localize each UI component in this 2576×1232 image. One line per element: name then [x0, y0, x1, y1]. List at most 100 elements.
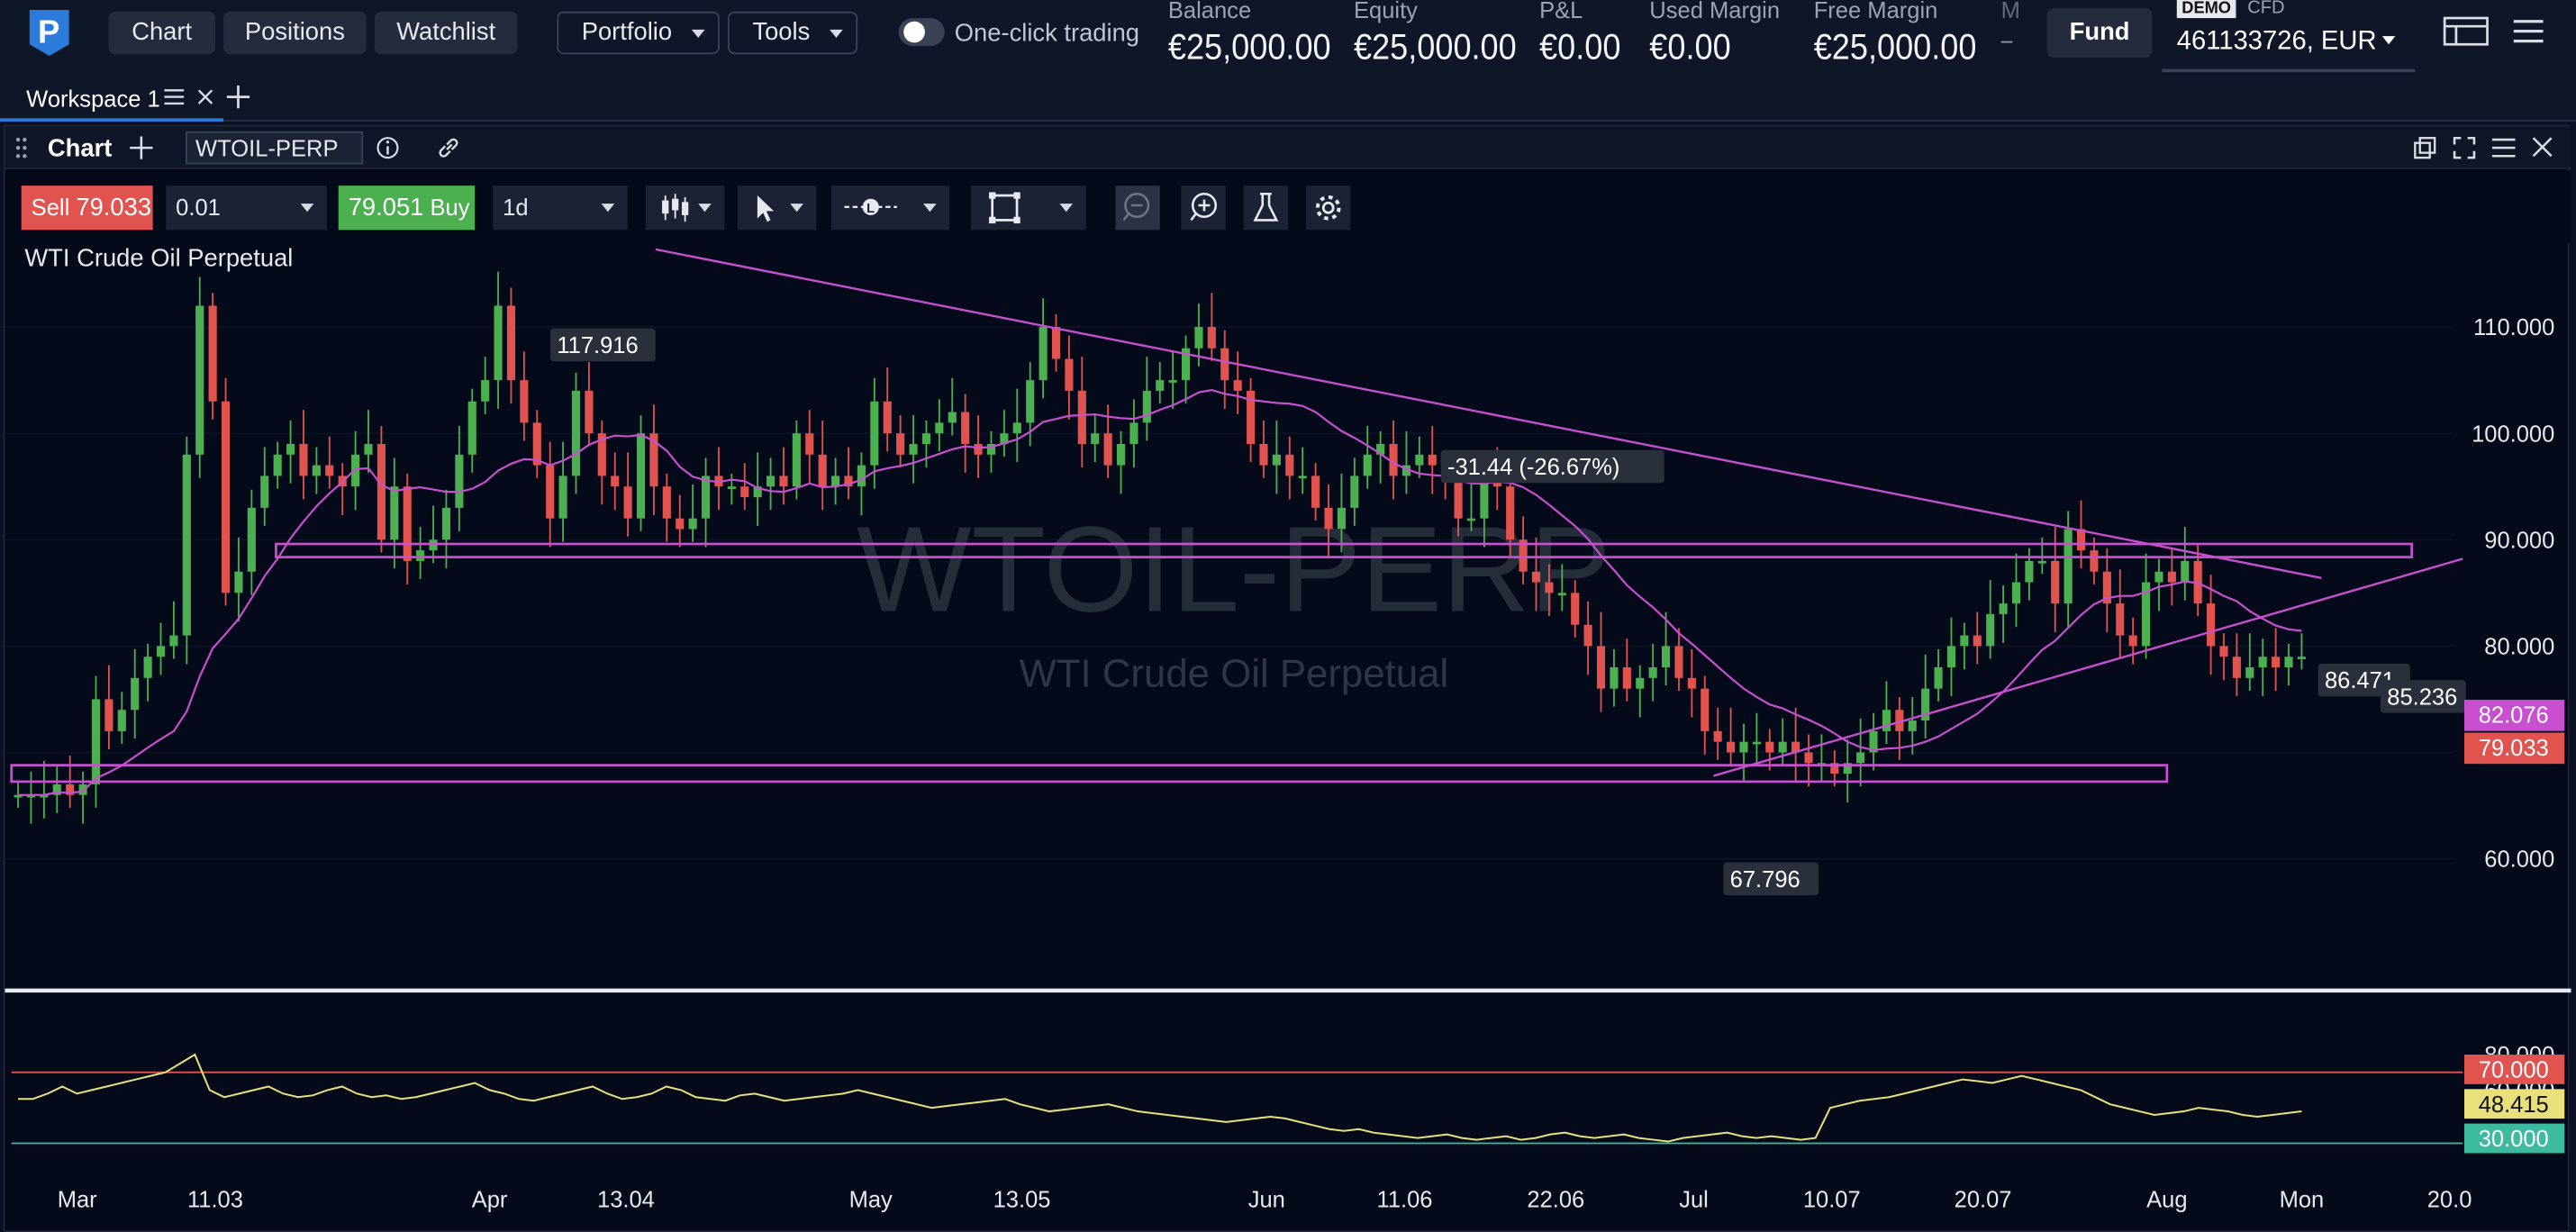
fund-button[interactable]: Fund — [2046, 8, 2153, 58]
candle-body — [117, 710, 126, 731]
account-number: 461133726, EUR — [2177, 28, 2395, 58]
candle-body — [870, 401, 879, 466]
drag-handle-icon[interactable] — [14, 136, 28, 159]
close-icon[interactable] — [197, 88, 213, 104]
price-chart[interactable]: WTOIL-PERP WTI Crude Oil Perpetual 117.9… — [5, 243, 2571, 1232]
candle-body — [896, 433, 905, 455]
candle-body — [1298, 476, 1307, 479]
candle-body — [1986, 613, 1995, 647]
fullscreen-icon[interactable] — [2453, 136, 2476, 159]
candle-body — [1142, 390, 1151, 423]
zoom-out-button[interactable] — [1115, 186, 1160, 231]
candle-body — [1531, 571, 1541, 583]
price-tick-label: 80.000 — [2484, 634, 2554, 659]
candle-body — [623, 486, 632, 519]
candle-body — [1000, 433, 1009, 444]
chart-area[interactable]: WTI Crude Oil Perpetual WTOIL-PERP WTI C… — [5, 243, 2571, 1232]
chart-toolbar: Sell 79.033 0.01 79.051 Buy 1d L — [5, 170, 2571, 243]
add-chart-icon[interactable] — [130, 136, 153, 159]
resistance-zone — [275, 542, 2414, 558]
account-selector[interactable]: DEMO CFD 461133726, EUR — [2162, 0, 2416, 73]
high-price-label-bg — [550, 328, 656, 362]
shape-tool-button[interactable] — [970, 186, 1086, 231]
menu-icon[interactable] — [2513, 18, 2544, 44]
buy-button[interactable]: 79.051 Buy — [338, 186, 476, 231]
candle-body — [1337, 507, 1346, 530]
line-tool-button[interactable]: L — [830, 186, 950, 231]
zoom-in-button[interactable] — [1181, 186, 1226, 231]
candle-body — [1674, 646, 1683, 678]
time-tick-label: Jun — [1248, 1188, 1285, 1213]
workspace-tab[interactable]: Workspace 1 — [0, 72, 224, 122]
layout-icon[interactable] — [2443, 16, 2489, 46]
candle-body — [986, 443, 996, 455]
chart-type-button[interactable] — [645, 186, 725, 231]
symbol-input[interactable]: WTOIL-PERP — [186, 131, 364, 165]
tools-dropdown[interactable]: Tools — [728, 11, 858, 55]
candle-body — [1415, 454, 1424, 466]
candle-body — [546, 465, 555, 519]
candle-body — [1116, 443, 1126, 466]
metric-value: €25,000.00 — [1167, 26, 1331, 68]
candle-body — [1156, 380, 1165, 391]
candle-body — [52, 784, 61, 795]
candle-body — [636, 433, 646, 519]
time-tick-label: 13.04 — [597, 1188, 655, 1213]
info-icon[interactable] — [375, 135, 401, 161]
candle-body — [1661, 646, 1671, 667]
candle-body — [2258, 657, 2267, 667]
low-price-label: 67.796 — [1730, 867, 1800, 892]
candles — [14, 271, 2306, 824]
quantity-select[interactable]: 0.01 — [166, 186, 327, 231]
sell-price: 79.033 — [76, 194, 152, 222]
time-tick-label: 10.07 — [1803, 1188, 1861, 1213]
panel-menu-icon[interactable] — [2492, 138, 2516, 158]
list-icon[interactable] — [164, 88, 185, 105]
cursor-tool-button[interactable] — [737, 186, 817, 231]
candle-body — [727, 486, 736, 489]
brand-logo-icon[interactable]: P — [20, 5, 79, 60]
rsi-overbought-tag-bg — [2464, 1055, 2565, 1084]
popout-icon[interactable] — [2413, 136, 2436, 159]
horizontal-line-icon: L — [844, 198, 897, 216]
nav-watchlist-button[interactable]: Watchlist — [374, 11, 518, 55]
time-tick-label: 22.06 — [1527, 1188, 1584, 1213]
trendline-up — [1713, 557, 2463, 777]
add-workspace-icon[interactable] — [226, 85, 250, 109]
workspace-bar: Workspace 1 — [0, 72, 2576, 122]
timeframe-value: 1d — [503, 194, 529, 221]
moving-average-line — [18, 388, 2302, 796]
chart-panel-title[interactable]: Chart — [47, 134, 113, 163]
candle-body — [2219, 646, 2228, 657]
timeframe-select[interactable]: 1d — [493, 186, 628, 231]
candle-body — [2297, 657, 2306, 659]
candle-body — [1946, 646, 1956, 667]
nav-chart-button[interactable]: Chart — [108, 11, 215, 55]
settings-button[interactable] — [1306, 186, 1351, 231]
candle-body — [1285, 454, 1294, 476]
candle-body — [273, 454, 282, 476]
candle-body — [532, 422, 541, 466]
indicators-button[interactable] — [1243, 186, 1289, 231]
one-click-trading-toggle[interactable] — [898, 18, 945, 47]
candle-body — [2076, 529, 2086, 551]
candle-body — [961, 412, 970, 444]
chevron-down-icon — [691, 29, 705, 38]
close-panel-icon[interactable] — [2532, 136, 2553, 158]
link-icon[interactable] — [435, 135, 461, 161]
nav-positions-button[interactable]: Positions — [223, 11, 367, 55]
candle-body — [1259, 443, 1268, 466]
candle-body — [66, 784, 75, 795]
candle-body — [156, 646, 166, 657]
portfolio-dropdown[interactable]: Portfolio — [557, 11, 720, 55]
metric-label: P&L — [1539, 0, 1583, 23]
time-tick-label: Aug — [2146, 1188, 2187, 1213]
sell-button[interactable]: Sell 79.033 — [21, 186, 153, 231]
candle-body — [935, 422, 944, 434]
trendline-down — [655, 248, 2322, 579]
candle-body — [441, 507, 451, 540]
chevron-down-icon — [923, 204, 937, 213]
candle-body — [1272, 454, 1281, 466]
candle-body — [1311, 476, 1320, 508]
sell-label: Sell — [31, 194, 70, 221]
